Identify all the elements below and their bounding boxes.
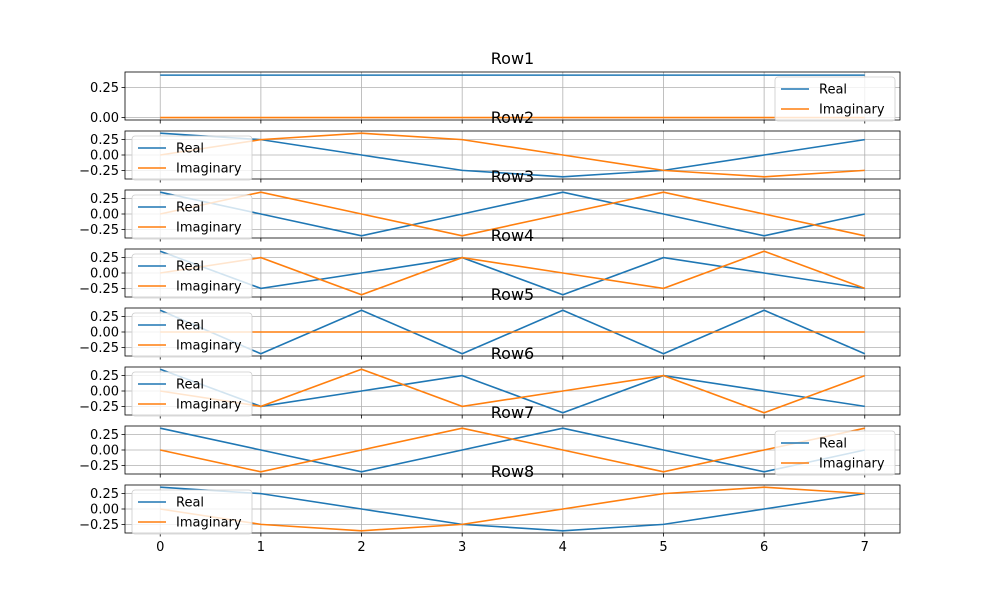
legend-box xyxy=(131,371,253,417)
legend-label-real: Real xyxy=(176,142,204,157)
subplot-title: Row8 xyxy=(491,462,534,481)
legend: Real Imaginary xyxy=(774,430,896,476)
legend: Real Imaginary xyxy=(131,253,253,299)
y-tick-label: −0.25 xyxy=(79,164,119,179)
legend-label-real: Real xyxy=(819,437,847,452)
y-tick-label: 0.25 xyxy=(90,487,119,502)
series-line-imaginary xyxy=(160,427,865,473)
y-tick-label: 0.00 xyxy=(90,267,119,282)
series-line-imaginary xyxy=(160,250,866,296)
subplot-title: Row6 xyxy=(491,344,534,363)
y-tick-label: 0.25 xyxy=(90,428,119,443)
subplot-title: Row3 xyxy=(491,167,534,186)
legend-label-real: Real xyxy=(176,201,204,216)
y-tick-label: 0.25 xyxy=(90,192,119,207)
y-tick-label: −0.25 xyxy=(79,282,119,297)
subplot-1: 0.00 0.25 Row1 Real Imaginary xyxy=(90,49,901,126)
y-tick-label: −0.25 xyxy=(79,341,119,356)
legend-box xyxy=(131,489,253,535)
legend-label-imaginary: Imaginary xyxy=(176,221,242,236)
y-tick-label: 0.25 xyxy=(90,251,119,266)
legend-box xyxy=(774,430,896,476)
series-line-imaginary xyxy=(160,191,865,237)
x-tick-label: 4 xyxy=(559,540,567,555)
legend: Real Imaginary xyxy=(131,135,253,181)
subplot-title: Row4 xyxy=(491,226,534,245)
legend: Real Imaginary xyxy=(131,371,253,417)
legend: Real Imaginary xyxy=(131,312,253,358)
subplot-title: Row2 xyxy=(491,108,534,127)
legend-label-imaginary: Imaginary xyxy=(819,103,885,118)
legend-box xyxy=(131,194,253,240)
legend-box xyxy=(131,253,253,299)
axes-frame xyxy=(124,71,901,121)
legend-label-real: Real xyxy=(176,378,204,393)
x-tick-label: 7 xyxy=(861,540,869,555)
legend-label-real: Real xyxy=(176,319,204,334)
y-tick-label: −0.25 xyxy=(79,400,119,415)
y-tick-label: 0.25 xyxy=(90,310,119,325)
y-tick-label: 0.00 xyxy=(90,385,119,400)
legend-box xyxy=(131,312,253,358)
series-line-real xyxy=(159,250,865,296)
y-tick-label: 0.00 xyxy=(90,208,119,223)
legend-box xyxy=(131,135,253,181)
series-line-real xyxy=(160,486,865,532)
y-tick-label: 0.00 xyxy=(90,111,119,126)
x-tick-label: 5 xyxy=(659,540,667,555)
series-line-real xyxy=(160,191,865,237)
subplot-title: Row7 xyxy=(491,403,534,422)
series-line-real xyxy=(159,368,865,414)
y-tick-label: 0.00 xyxy=(90,444,119,459)
legend-label-real: Real xyxy=(176,260,204,275)
legend-box xyxy=(774,76,896,122)
y-tick-label: 0.25 xyxy=(90,81,119,96)
series-line-imaginary xyxy=(160,486,865,532)
legend-label-imaginary: Imaginary xyxy=(819,457,885,472)
legend-label-real: Real xyxy=(176,496,204,511)
subplot-title: Row1 xyxy=(491,49,534,68)
legend: Real Imaginary xyxy=(131,489,253,535)
legend-label-imaginary: Imaginary xyxy=(176,516,242,531)
y-tick-label: 0.00 xyxy=(90,326,119,341)
subplot-title: Row5 xyxy=(491,285,534,304)
series-line-imaginary xyxy=(160,368,866,414)
series-line-imaginary xyxy=(160,132,865,178)
x-tick-label: 2 xyxy=(357,540,365,555)
legend: Real Imaginary xyxy=(131,194,253,240)
x-tick-label: 1 xyxy=(257,540,265,555)
y-tick-label: 0.00 xyxy=(90,503,119,518)
y-tick-label: 0.25 xyxy=(90,369,119,384)
legend-label-imaginary: Imaginary xyxy=(176,398,242,413)
y-tick-label: −0.25 xyxy=(79,459,119,474)
y-tick-label: −0.25 xyxy=(79,518,119,533)
y-tick-label: 0.25 xyxy=(90,133,119,148)
series-line-real xyxy=(160,132,865,178)
legend-label-imaginary: Imaginary xyxy=(176,339,242,354)
y-tick-label: −0.25 xyxy=(79,223,119,238)
x-tick-label: 3 xyxy=(458,540,466,555)
y-tick-label: 0.00 xyxy=(90,149,119,164)
legend-label-real: Real xyxy=(819,83,847,98)
x-tick-label: 6 xyxy=(760,540,768,555)
x-tick-label: 0 xyxy=(156,540,164,555)
legend-label-imaginary: Imaginary xyxy=(176,162,242,177)
legend-label-imaginary: Imaginary xyxy=(176,280,242,295)
legend: Real Imaginary xyxy=(774,76,896,122)
